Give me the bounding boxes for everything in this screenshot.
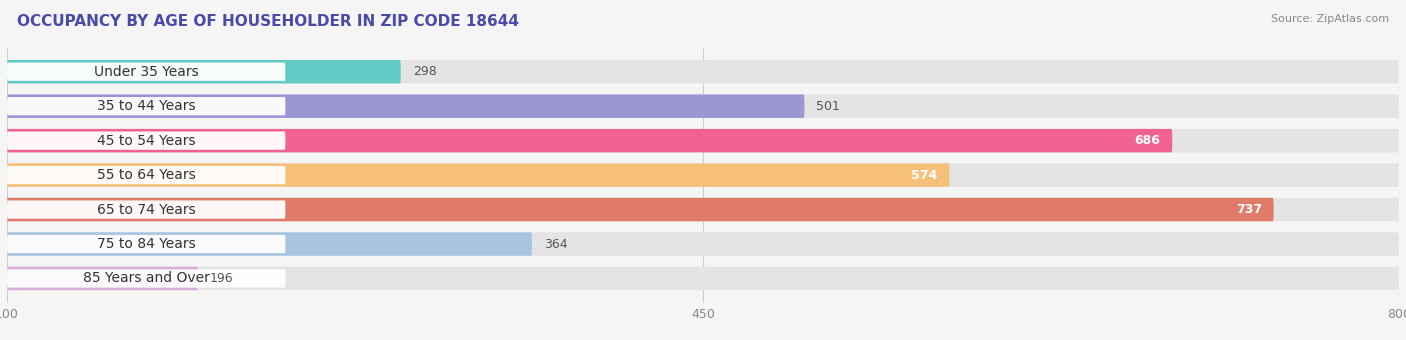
FancyBboxPatch shape: [7, 269, 285, 288]
Text: 364: 364: [544, 238, 568, 251]
FancyBboxPatch shape: [7, 129, 1399, 152]
Text: 196: 196: [209, 272, 233, 285]
Text: 737: 737: [1236, 203, 1261, 216]
FancyBboxPatch shape: [7, 164, 949, 187]
Text: 65 to 74 Years: 65 to 74 Years: [97, 203, 195, 217]
FancyBboxPatch shape: [7, 60, 1399, 83]
FancyBboxPatch shape: [7, 95, 804, 118]
FancyBboxPatch shape: [7, 97, 285, 115]
FancyBboxPatch shape: [7, 164, 1399, 187]
FancyBboxPatch shape: [7, 129, 1173, 152]
Text: Under 35 Years: Under 35 Years: [94, 65, 198, 79]
Text: 75 to 84 Years: 75 to 84 Years: [97, 237, 195, 251]
FancyBboxPatch shape: [7, 198, 1274, 221]
FancyBboxPatch shape: [7, 232, 1399, 256]
FancyBboxPatch shape: [7, 60, 401, 83]
Text: 55 to 64 Years: 55 to 64 Years: [97, 168, 195, 182]
Text: 574: 574: [911, 169, 938, 182]
FancyBboxPatch shape: [7, 200, 285, 219]
FancyBboxPatch shape: [7, 267, 1399, 290]
Text: 501: 501: [817, 100, 841, 113]
FancyBboxPatch shape: [7, 267, 198, 290]
Text: OCCUPANCY BY AGE OF HOUSEHOLDER IN ZIP CODE 18644: OCCUPANCY BY AGE OF HOUSEHOLDER IN ZIP C…: [17, 14, 519, 29]
Text: 686: 686: [1135, 134, 1160, 147]
Text: 45 to 54 Years: 45 to 54 Years: [97, 134, 195, 148]
Text: 85 Years and Over: 85 Years and Over: [83, 271, 209, 286]
FancyBboxPatch shape: [7, 198, 1399, 221]
FancyBboxPatch shape: [7, 166, 285, 184]
FancyBboxPatch shape: [7, 132, 285, 150]
FancyBboxPatch shape: [7, 232, 531, 256]
FancyBboxPatch shape: [7, 235, 285, 253]
Text: 35 to 44 Years: 35 to 44 Years: [97, 99, 195, 113]
FancyBboxPatch shape: [7, 63, 285, 81]
Text: Source: ZipAtlas.com: Source: ZipAtlas.com: [1271, 14, 1389, 23]
FancyBboxPatch shape: [7, 95, 1399, 118]
Text: 298: 298: [413, 65, 436, 78]
